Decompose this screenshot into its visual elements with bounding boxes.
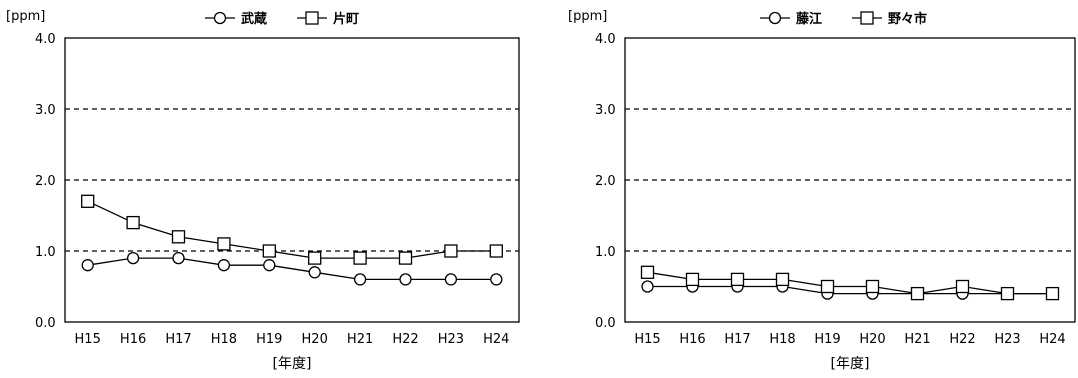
series-1-marker-square <box>81 194 95 208</box>
series-1-marker-square <box>398 251 413 265</box>
y-tick-label: 0.0 <box>595 316 616 331</box>
y-tick-label: 2.0 <box>35 174 56 189</box>
series-1-marker-square <box>640 265 655 279</box>
x-tick-label: H19 <box>814 332 840 347</box>
x-tick-label: H23 <box>438 332 464 347</box>
x-tick-label: H22 <box>949 332 975 347</box>
x-tick-label: H21 <box>347 332 373 347</box>
y-tick-label: 3.0 <box>35 103 56 118</box>
y-tick-label: 1.0 <box>35 245 56 260</box>
series-0-marker-circle <box>172 251 185 265</box>
y-unit-label: [ppm] <box>6 9 45 24</box>
legend-label-0: 藤江 <box>796 11 822 27</box>
y-tick-label: 2.0 <box>595 174 616 189</box>
series-0-marker-circle <box>490 273 503 286</box>
x-tick-label: H18 <box>211 332 237 347</box>
series-1-marker-square <box>685 272 700 287</box>
x-tick-label: H24 <box>1039 332 1065 347</box>
series-line-0 <box>647 285 1053 295</box>
series-0-marker-circle <box>399 273 412 286</box>
series-0-marker-circle <box>217 259 231 272</box>
legend-label-0: 武蔵 <box>241 11 267 27</box>
x-tick-label: H17 <box>724 332 750 347</box>
series-0-marker-circle <box>126 251 140 265</box>
series-0-marker-circle <box>81 259 94 272</box>
series-1-marker-square <box>262 244 276 258</box>
legend-1-marker-square <box>860 11 874 25</box>
series-line-1 <box>87 200 497 259</box>
series-1-marker-square <box>217 237 231 251</box>
x-axis-title: [年度] <box>831 356 870 372</box>
chart-right: [ppm] 0.0 1.0 2.0 3.0 4.0 H15 H16 H17 H18 H19 H20 H2… <box>568 9 1076 372</box>
plot-frame <box>64 37 520 323</box>
series-0-marker-circle <box>263 259 276 272</box>
x-tick-label: H17 <box>165 332 191 347</box>
y-tick-label: 1.0 <box>595 245 616 260</box>
x-tick-label: H16 <box>120 332 146 347</box>
series-1-marker-square <box>910 286 925 301</box>
x-tick-label: H19 <box>256 332 282 347</box>
legend-0-marker-circle <box>768 11 782 25</box>
series-1-marker-square <box>353 251 367 265</box>
x-tick-label: H20 <box>859 332 885 347</box>
series-1-marker-square <box>775 272 790 287</box>
x-tick-label: H15 <box>75 332 101 347</box>
series-1-marker-square <box>955 279 970 294</box>
x-tick-label: H22 <box>392 332 418 347</box>
plot-frame <box>624 37 1076 323</box>
series-1-marker-square <box>1000 286 1015 301</box>
legend-label-1: 片町 <box>333 11 359 27</box>
series-0-marker-circle <box>444 273 458 286</box>
series-0-marker-circle <box>641 280 654 293</box>
x-tick-label: H18 <box>769 332 795 347</box>
x-tick-label: H16 <box>679 332 705 347</box>
x-tick-label: H21 <box>904 332 930 347</box>
x-tick-label: H23 <box>994 332 1020 347</box>
series-0-marker-circle <box>308 266 321 279</box>
legend-label-1: 野々市 <box>888 11 927 27</box>
x-axis-title: [年度] <box>273 356 312 372</box>
legend: 武蔵 片町 <box>205 11 359 27</box>
y-tick-label: 4.0 <box>595 32 616 47</box>
chart-left: [ppm] 0.0 1.0 2.0 3.0 4.0 H15 H16 H17 H18 H19 H20 H2… <box>6 9 520 372</box>
series-0-marker-circle <box>353 273 367 286</box>
y-unit-label: [ppm] <box>568 9 607 24</box>
series-1-marker-square <box>489 244 503 258</box>
series-1-marker-square <box>126 215 140 230</box>
x-tick-label: H24 <box>483 332 509 347</box>
series-1-marker-square <box>308 251 322 265</box>
legend: 藤江 野々市 <box>760 11 927 27</box>
y-tick-label: 4.0 <box>35 32 56 47</box>
legend-1-marker-square <box>305 11 319 25</box>
x-tick-label: H15 <box>634 332 660 347</box>
series-1-marker-square <box>444 244 458 258</box>
series-1-marker-square <box>730 272 745 287</box>
series-1-marker-square <box>865 279 880 294</box>
series-1-marker-square <box>171 230 186 244</box>
y-tick-label: 0.0 <box>35 316 56 331</box>
legend-0-marker-circle <box>213 11 227 25</box>
y-tick-label: 3.0 <box>595 103 616 118</box>
series-line-1 <box>647 271 1053 295</box>
series-1-marker-square <box>1045 286 1060 301</box>
series-line-0 <box>87 257 497 281</box>
x-tick-label: H20 <box>302 332 328 347</box>
series-1-marker-square <box>820 279 835 294</box>
